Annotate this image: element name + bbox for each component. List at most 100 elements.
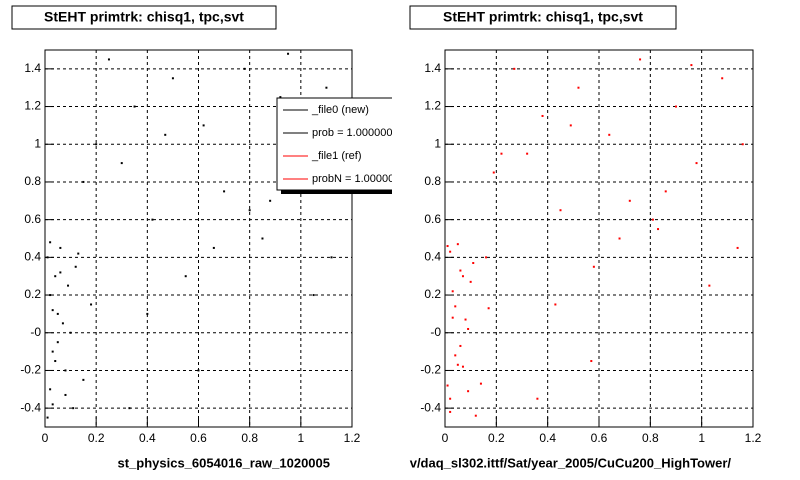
point	[51, 309, 54, 312]
point	[536, 397, 539, 400]
point	[608, 133, 611, 136]
point	[261, 237, 264, 240]
x-tick-label: 0.2	[488, 431, 505, 445]
x-tick-label: 1.2	[745, 431, 762, 445]
point	[64, 369, 67, 372]
point	[741, 143, 744, 146]
point	[202, 124, 205, 127]
point	[467, 327, 470, 330]
point	[133, 105, 136, 108]
y-tick-label: 0.2	[24, 287, 41, 301]
legend-label: prob = 1.000000	[312, 127, 392, 139]
point	[446, 245, 449, 248]
point	[554, 303, 557, 306]
point	[446, 384, 449, 387]
title-box	[409, 5, 677, 30]
point	[54, 275, 57, 278]
y-tick-label: -0.4	[20, 400, 41, 414]
point	[449, 250, 452, 253]
point	[456, 243, 459, 246]
y-tick-label: 0.4	[424, 250, 441, 264]
y-tick-label: 0.8	[424, 174, 441, 188]
point	[312, 294, 315, 297]
point	[248, 209, 251, 212]
y-tick-label: -0.4	[420, 400, 441, 414]
point	[500, 152, 503, 155]
x-tick-label: 0	[442, 431, 449, 445]
point	[657, 228, 660, 231]
x-tick-label: 0	[42, 431, 49, 445]
y-tick-label: -0	[30, 325, 41, 339]
x-tick-label: 0.8	[241, 431, 258, 445]
x-tick-label: 1.2	[344, 431, 361, 445]
point	[461, 365, 464, 368]
point	[46, 256, 49, 259]
y-tick-label: 0.4	[24, 250, 41, 264]
point	[736, 246, 739, 249]
point	[56, 312, 59, 315]
y-tick-label: 1.2	[24, 99, 41, 113]
point	[513, 67, 516, 70]
point	[325, 86, 328, 89]
legend: _file0 (new) prob = 1.000000 _file1 (ref) p…	[276, 97, 394, 194]
chart-title: StEHT primtrk: chisq1, tpc,svt	[443, 9, 643, 25]
point	[279, 96, 282, 99]
point	[269, 199, 272, 202]
point	[675, 105, 677, 108]
point	[467, 390, 470, 393]
y-tick-label: 1.2	[424, 99, 441, 113]
point	[485, 256, 488, 259]
y-tick-label: 1.4	[24, 61, 41, 75]
point	[64, 393, 67, 396]
point	[559, 209, 562, 212]
point	[82, 180, 85, 183]
point	[51, 350, 54, 353]
point	[287, 52, 290, 55]
point	[449, 410, 452, 413]
point	[59, 246, 62, 249]
point	[526, 152, 529, 155]
point	[541, 114, 544, 117]
point	[59, 271, 62, 274]
point	[61, 322, 64, 325]
legend-label: _file1 (ref)	[311, 150, 362, 162]
point	[461, 275, 464, 278]
legend-label: _file0 (new)	[311, 104, 369, 116]
point	[120, 162, 123, 165]
point	[474, 414, 477, 417]
legend-label: probN = 1.00000	[312, 173, 394, 185]
point	[212, 246, 215, 249]
y-tick-label: -0	[430, 325, 441, 339]
point	[95, 143, 98, 146]
point	[82, 378, 85, 381]
y-tick-label: 1	[34, 136, 41, 150]
x-tick-label: 1	[297, 431, 304, 445]
point	[243, 67, 246, 70]
point	[487, 307, 490, 310]
point	[197, 369, 200, 372]
point	[449, 397, 452, 400]
point	[592, 265, 595, 268]
point	[54, 360, 57, 363]
y-tick-label: 0.6	[24, 212, 41, 226]
point	[456, 363, 459, 366]
point	[69, 331, 72, 334]
point	[451, 290, 454, 293]
y-tick-label: 1	[434, 136, 441, 150]
point	[49, 294, 52, 297]
point	[56, 341, 59, 344]
point	[171, 77, 174, 80]
point	[708, 284, 711, 287]
point	[639, 58, 642, 61]
point	[569, 124, 572, 127]
point	[330, 256, 333, 259]
point	[49, 388, 52, 391]
x-tick-label: 0.6	[190, 431, 207, 445]
y-tick-label: -0.2	[20, 363, 41, 377]
y-tick-label: 0.6	[424, 212, 441, 226]
point	[664, 190, 667, 193]
point	[492, 171, 495, 174]
point	[454, 354, 457, 357]
point	[184, 275, 187, 278]
